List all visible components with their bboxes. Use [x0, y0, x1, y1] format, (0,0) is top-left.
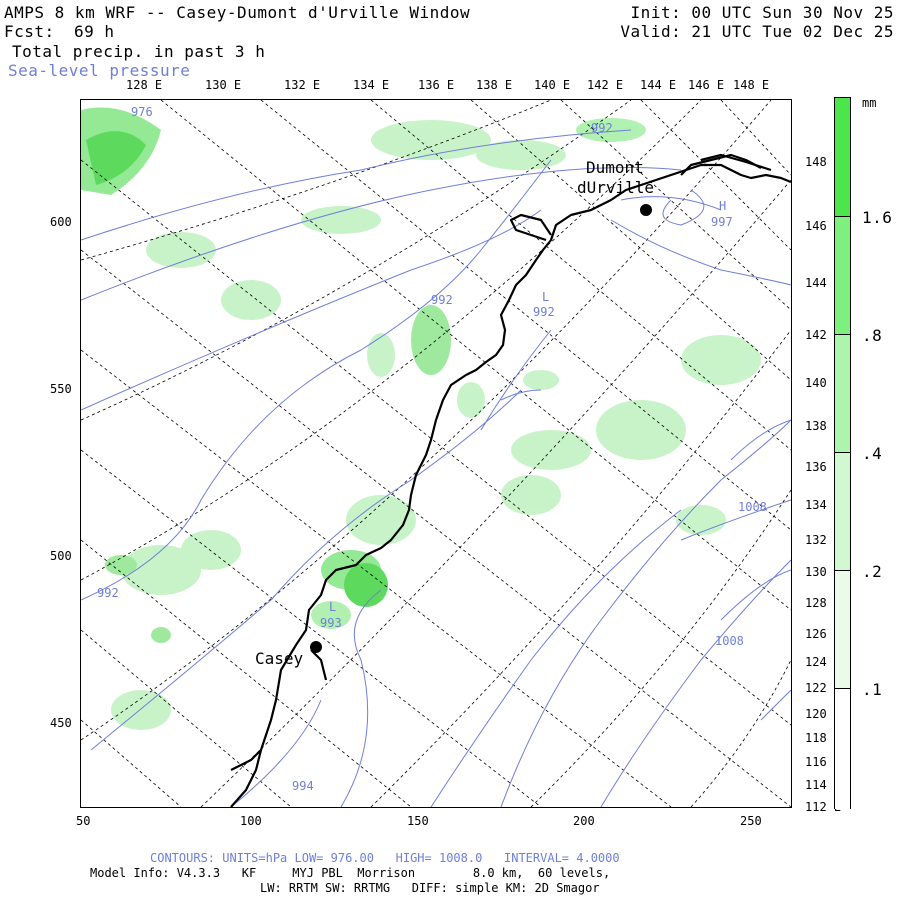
- field-description: Total precip. in past 3 h: [12, 42, 266, 61]
- station-label-casey: Casey: [255, 649, 304, 668]
- init-time: Init: 00 UTC Sun 30 Nov 25: [630, 3, 894, 22]
- lon-label-top: 132 E: [284, 78, 321, 92]
- lon-label-top: 136 E: [418, 78, 455, 92]
- colorbar-segment: [835, 334, 850, 453]
- low-pressure-marker: L: [329, 600, 337, 614]
- forecast-label: Fcst:: [4, 22, 55, 41]
- lon-label-top: 142 E: [587, 78, 624, 92]
- colorbar-label: .4: [862, 444, 883, 463]
- map-panel[interactable]: Dumont dUrville Casey 976 992 992 992 99…: [80, 99, 792, 808]
- contour-info: CONTOURS: UNITS=hPa LOW= 976.00 HIGH= 10…: [150, 851, 620, 865]
- graticule: [81, 100, 791, 807]
- lon-label-top: 144 E: [640, 78, 677, 92]
- isobar-label: 993: [320, 616, 342, 630]
- isobar-label: 992: [591, 121, 613, 135]
- colorbar-label: .2: [862, 562, 883, 581]
- model-info: Model Info: V4.3.3 KF MYJ PBL Morrison 8…: [90, 866, 611, 880]
- isobar-label: 994: [292, 779, 314, 793]
- y-axis-label: 500: [50, 549, 72, 563]
- coastline: [230, 153, 791, 807]
- valid-time: Valid: 21 UTC Tue 02 Dec 25: [620, 22, 894, 41]
- colorbar-unit: mm: [862, 96, 877, 110]
- lon-label-top: 140 E: [534, 78, 571, 92]
- isobar-label: 997: [711, 215, 733, 229]
- casey-station-marker[interactable]: [310, 641, 322, 653]
- isobar-label: 976: [131, 105, 153, 119]
- x-axis-label: 100: [240, 814, 262, 828]
- x-axis-label: 250: [740, 814, 762, 828]
- dumont-durville-station-marker[interactable]: [640, 204, 652, 216]
- forecast-hours: 69 h: [74, 22, 115, 41]
- physics-info: LW: RRTM SW: RRTMG DIFF: simple KM: 2D S…: [260, 881, 600, 895]
- low-pressure-marker: L: [542, 290, 550, 304]
- y-axis-label: 550: [50, 382, 72, 396]
- y-axis-label: 600: [50, 215, 72, 229]
- map-title: AMPS 8 km WRF -- Casey-Dumont d'Urville …: [4, 3, 471, 22]
- map-canvas: [81, 100, 791, 807]
- precip-shading: [81, 107, 761, 730]
- lon-label-top: 128 E: [126, 78, 163, 92]
- isobars: [81, 129, 791, 807]
- isobar-label: 992: [431, 293, 453, 307]
- y-axis-label: 450: [50, 716, 72, 730]
- isobar-label: 1008: [738, 500, 767, 514]
- colorbar-segment: [835, 570, 850, 689]
- lon-label-top: 130 E: [205, 78, 242, 92]
- x-axis-label: 50: [76, 814, 91, 828]
- colorbar-label: .1: [862, 680, 883, 699]
- colorbar-segment: [835, 688, 850, 809]
- isobar-label: 992: [533, 305, 555, 319]
- overlay-description: Sea-level pressure: [8, 61, 191, 80]
- isobar-label: 1008: [715, 634, 744, 648]
- lon-label-top: 148 E: [733, 78, 770, 92]
- lon-label-top: 146 E: [688, 78, 725, 92]
- colorbar-label: .8: [862, 326, 883, 345]
- colorbar-segment: [835, 98, 850, 216]
- colorbar-segment: [835, 216, 850, 335]
- precip-colorbar: [834, 97, 851, 809]
- colorbar-label: 1.6: [862, 208, 893, 227]
- lon-label-top: 134 E: [353, 78, 390, 92]
- lon-label-top: 138 E: [476, 78, 513, 92]
- station-label-dumont: Dumont: [586, 158, 644, 177]
- high-pressure-marker: H: [719, 199, 727, 213]
- colorbar-segment: [835, 452, 850, 571]
- x-axis-label: 150: [407, 814, 429, 828]
- station-label-durville: dUrville: [577, 178, 655, 197]
- x-axis-label: 200: [573, 814, 595, 828]
- isobar-label: 992: [97, 586, 119, 600]
